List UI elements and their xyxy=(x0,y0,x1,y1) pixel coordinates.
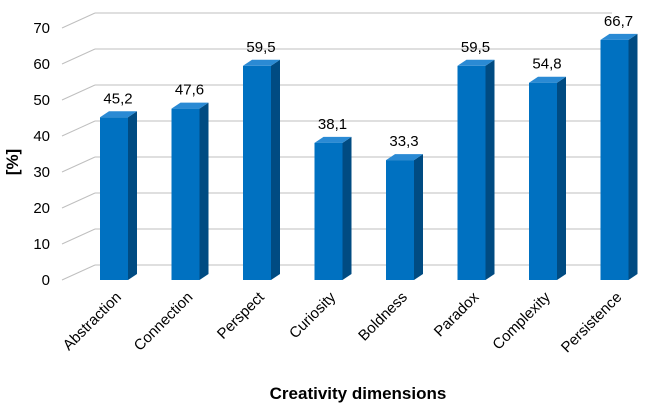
category-label: Curiosity xyxy=(286,288,340,342)
category-labels: Abstraction Connection Perspect Curiosity Bo… xyxy=(60,288,626,356)
bar xyxy=(243,59,280,280)
category-label: Complexity xyxy=(489,288,554,353)
gridline xyxy=(61,48,612,65)
data-label: 47,6 xyxy=(175,82,204,99)
data-label: 38,1 xyxy=(318,116,347,133)
bars xyxy=(100,33,638,280)
y-tick-label: 70 xyxy=(33,20,50,37)
y-axis-ticks: 0 10 20 30 40 50 60 70 xyxy=(33,20,50,289)
data-label: 54,8 xyxy=(532,56,561,73)
bar xyxy=(386,154,423,280)
data-label: 45,2 xyxy=(103,90,132,107)
category-label: Connection xyxy=(131,289,197,355)
category-label: Persistence xyxy=(558,289,625,356)
data-label: 66,7 xyxy=(604,13,633,30)
y-tick-label: 0 xyxy=(42,272,50,289)
bar xyxy=(171,102,209,280)
category-label: Abstraction xyxy=(60,289,125,354)
category-label: Paradox xyxy=(431,288,483,340)
data-label: 59,5 xyxy=(461,39,490,56)
y-tick-label: 50 xyxy=(33,92,50,109)
y-tick-label: 10 xyxy=(33,236,50,253)
bar xyxy=(529,76,566,280)
category-label: Boldness xyxy=(355,289,411,345)
bar xyxy=(100,111,137,280)
bar xyxy=(314,136,352,280)
y-axis-title: [%] xyxy=(3,149,22,175)
bar xyxy=(457,59,495,280)
y-tick-label: 30 xyxy=(33,164,50,181)
y-tick-label: 40 xyxy=(33,128,50,145)
gridline xyxy=(61,84,612,101)
data-label: 33,3 xyxy=(389,133,418,150)
y-tick-label: 20 xyxy=(33,200,50,217)
data-label: 59,5 xyxy=(246,39,275,56)
gridline xyxy=(61,12,612,29)
category-label: Perspect xyxy=(214,288,268,342)
x-axis-title: Creativity dimensions xyxy=(270,384,447,403)
y-tick-label: 60 xyxy=(33,56,50,73)
data-labels: 45,2 47,6 59,5 38,1 33,3 59,5 54,8 66,7 xyxy=(103,13,633,150)
bar xyxy=(600,33,638,280)
